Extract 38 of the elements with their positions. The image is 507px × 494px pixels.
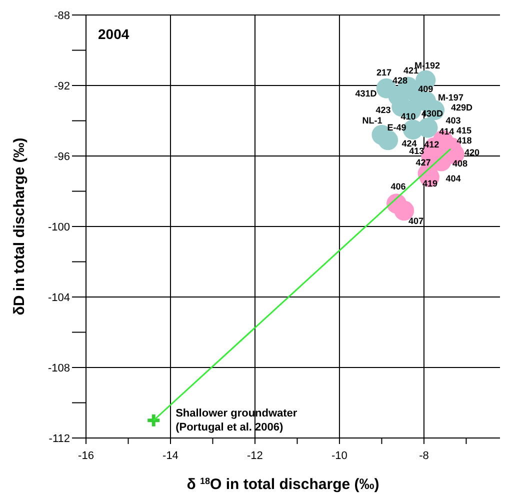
x-tick-label: -12 xyxy=(247,450,263,462)
annotation: 406 xyxy=(390,182,406,192)
annotation: NL-1 xyxy=(362,116,382,126)
annotation: 415 xyxy=(456,126,472,136)
annotation: 423 xyxy=(376,105,391,115)
y-tick-label: -108 xyxy=(48,362,70,374)
annotation: 2004 xyxy=(98,26,130,42)
x-tick-label: -14 xyxy=(162,450,178,462)
x-tick-label: -10 xyxy=(332,450,348,462)
annotation: 403 xyxy=(446,116,461,126)
annotation: 414 xyxy=(439,126,454,136)
annotation: 404 xyxy=(446,173,461,184)
annotation: 410 xyxy=(400,112,416,122)
annotation: 407 xyxy=(408,216,424,226)
annotation: 409 xyxy=(418,84,434,94)
annotation: M-197 xyxy=(438,92,464,103)
x-tick-label: -16 xyxy=(78,450,94,462)
y-axis-title: δD in total discharge (‰) xyxy=(11,138,28,316)
annotation: 428 xyxy=(392,76,408,86)
y-tick-label: -112 xyxy=(48,433,70,445)
annotation: 424 xyxy=(402,138,417,148)
y-tick-label: -100 xyxy=(48,222,70,234)
y-tick-label: -104 xyxy=(48,292,70,304)
x-tick-label: -8 xyxy=(419,450,429,462)
annotation: 408 xyxy=(452,158,468,168)
annotation: 420 xyxy=(464,148,480,158)
annotation: 419 xyxy=(422,178,438,188)
annotation: 418 xyxy=(456,135,472,146)
annotation: 429D xyxy=(450,102,473,113)
annotation: 431D xyxy=(355,88,378,98)
annotation: E-49 xyxy=(387,122,406,133)
y-tick-label: -88 xyxy=(54,10,70,22)
annotation: 413 xyxy=(409,146,424,156)
x-axis-title: δ $^{18}$O in total discharge (‰) xyxy=(186,476,380,493)
annotation: 427 xyxy=(416,158,431,168)
y-tick-label: -96 xyxy=(54,151,70,163)
y-tick-label: -92 xyxy=(54,80,70,92)
annotation: 217 xyxy=(376,68,392,78)
